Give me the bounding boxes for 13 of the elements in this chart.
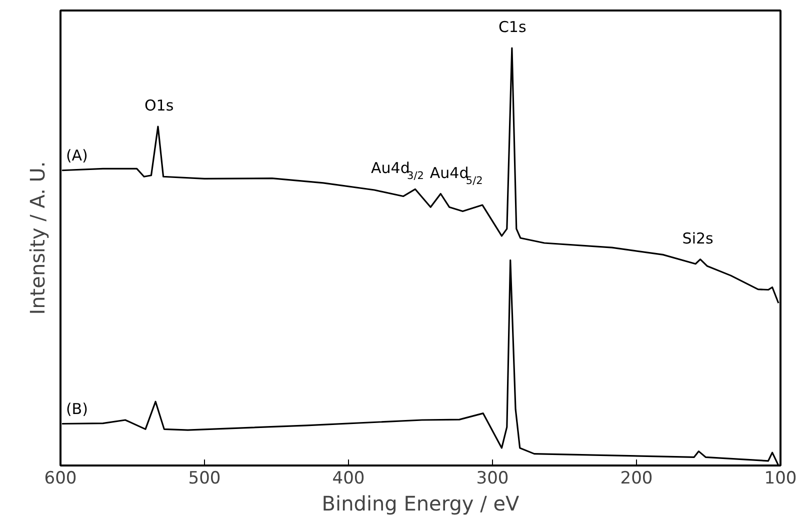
y-axis-title: Intensity / A. U. [26, 161, 50, 315]
annotation: O1s [144, 96, 174, 115]
annotation: C1s [498, 18, 526, 36]
x-tick-label: 500 [188, 468, 221, 488]
x-tick-label: 100 [764, 468, 797, 488]
x-tick-label: 600 [44, 468, 77, 488]
series-label: (B) [66, 400, 88, 418]
x-tick-label: 200 [620, 468, 653, 488]
x-tick-label: 300 [476, 468, 509, 488]
series-label: (A) [66, 146, 88, 164]
x-axis-title: Binding Energy / eV [322, 492, 520, 516]
x-tick-label: 400 [332, 468, 365, 488]
annotation: Si2s [682, 229, 714, 248]
